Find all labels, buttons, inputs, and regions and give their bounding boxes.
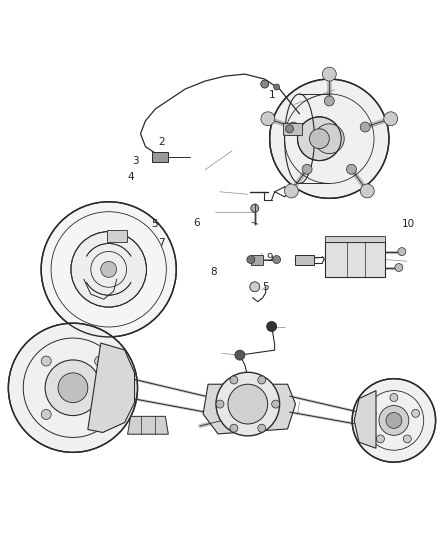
Circle shape	[297, 117, 341, 160]
Circle shape	[377, 435, 385, 443]
Polygon shape	[283, 123, 303, 135]
Circle shape	[274, 84, 279, 90]
Polygon shape	[354, 391, 376, 448]
Text: 6: 6	[193, 218, 200, 228]
Circle shape	[58, 373, 88, 402]
Circle shape	[324, 96, 334, 106]
Text: 2: 2	[158, 138, 165, 148]
Circle shape	[45, 360, 101, 416]
Circle shape	[284, 184, 298, 198]
Circle shape	[247, 256, 255, 263]
Text: 7: 7	[158, 238, 165, 248]
Circle shape	[368, 409, 376, 417]
Text: 5: 5	[152, 219, 158, 229]
Circle shape	[288, 122, 298, 132]
Circle shape	[258, 376, 266, 384]
Text: 8: 8	[210, 267, 217, 277]
Circle shape	[352, 378, 436, 462]
Circle shape	[8, 323, 138, 453]
Circle shape	[250, 282, 260, 292]
Circle shape	[322, 67, 336, 81]
Circle shape	[379, 406, 409, 435]
Circle shape	[390, 393, 398, 401]
Polygon shape	[294, 255, 314, 264]
Circle shape	[398, 248, 406, 256]
Circle shape	[395, 263, 403, 271]
Polygon shape	[325, 241, 385, 278]
Circle shape	[95, 409, 105, 419]
Polygon shape	[152, 151, 168, 161]
Circle shape	[403, 435, 411, 443]
Circle shape	[273, 256, 281, 263]
Circle shape	[251, 204, 259, 212]
Circle shape	[270, 79, 389, 198]
Circle shape	[230, 376, 238, 384]
Circle shape	[41, 202, 176, 337]
Circle shape	[286, 125, 293, 133]
Circle shape	[95, 356, 105, 366]
Circle shape	[272, 400, 279, 408]
Polygon shape	[107, 230, 127, 241]
Text: 5: 5	[262, 282, 269, 293]
Circle shape	[261, 80, 268, 88]
Circle shape	[412, 409, 420, 417]
Circle shape	[228, 384, 268, 424]
Circle shape	[360, 184, 374, 198]
Circle shape	[384, 112, 398, 126]
Circle shape	[360, 122, 370, 132]
Polygon shape	[251, 255, 263, 264]
Circle shape	[216, 372, 279, 436]
Polygon shape	[325, 236, 385, 241]
Circle shape	[41, 356, 51, 366]
Text: 3: 3	[132, 156, 138, 166]
Circle shape	[216, 400, 224, 408]
Polygon shape	[203, 384, 296, 434]
Text: 9: 9	[267, 253, 273, 263]
Circle shape	[258, 424, 266, 432]
Circle shape	[71, 232, 146, 307]
Circle shape	[230, 424, 238, 432]
Text: 10: 10	[402, 219, 415, 229]
Text: 1: 1	[269, 90, 276, 100]
Ellipse shape	[285, 94, 314, 183]
Circle shape	[309, 129, 329, 149]
Circle shape	[235, 350, 245, 360]
Circle shape	[314, 124, 344, 154]
Polygon shape	[88, 343, 134, 432]
Circle shape	[346, 164, 357, 174]
Circle shape	[386, 413, 402, 429]
Circle shape	[261, 112, 275, 126]
Circle shape	[41, 409, 51, 419]
Circle shape	[101, 261, 117, 277]
Circle shape	[267, 321, 277, 332]
Text: 4: 4	[127, 172, 134, 182]
Circle shape	[302, 164, 312, 174]
Polygon shape	[127, 416, 168, 434]
